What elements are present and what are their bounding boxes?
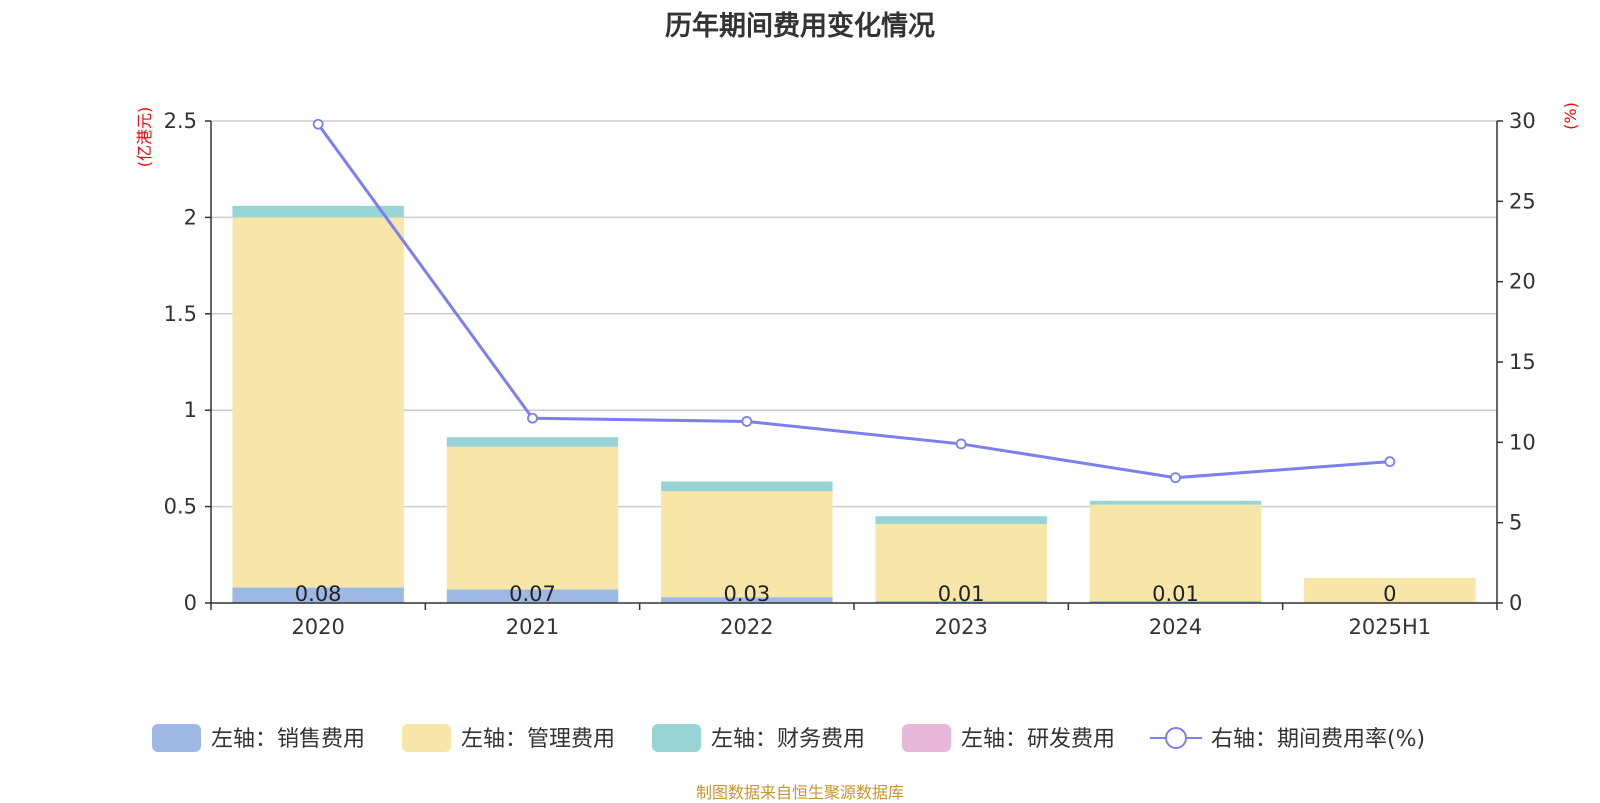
gridlines <box>211 120 1497 508</box>
bar-segment <box>1304 577 1476 603</box>
x-tick-label: 2025H1 <box>1349 615 1432 639</box>
legend: 左轴：销售费用 左轴：管理费用 左轴：财务费用 左轴：研发费用 右轴：期间费用率(%) <box>152 724 1425 752</box>
x-tick-label: 2023 <box>934 615 987 639</box>
x-tick-label: 2021 <box>506 615 559 639</box>
right-tick-label: 25 <box>1509 189 1536 213</box>
legend-label: 左轴：管理费用 <box>461 727 615 752</box>
rate-line-path <box>316 123 1390 480</box>
axes: 0 0.5 1 1.5 2 2.5 0 5 10 15 20 25 30 2020 2021 2022 2023… <box>164 109 1536 639</box>
bar-segment <box>661 481 833 492</box>
right-tick-label: 20 <box>1509 270 1536 294</box>
left-tick-label: 2 <box>184 205 197 229</box>
left-tick-label: 2.5 <box>164 109 197 133</box>
bar-segment <box>661 491 833 598</box>
bar-segment <box>875 523 1047 602</box>
left-tick-label: 0.5 <box>164 495 197 519</box>
right-tick-label: 10 <box>1509 430 1536 454</box>
legend-item: 左轴：财务费用 <box>652 724 865 752</box>
legend-item: 左轴：研发费用 <box>902 724 1115 752</box>
bar-segment <box>875 516 1047 524</box>
data-labels: 0.08 0.07 0.03 0.01 0.01 0 <box>295 582 1397 606</box>
bars <box>232 205 1476 603</box>
x-tick-label: 2024 <box>1149 615 1202 639</box>
rate-point <box>955 438 967 450</box>
bar-segment <box>1089 601 1262 603</box>
bar-segment <box>661 597 833 603</box>
bar-segment <box>446 437 619 447</box>
bar-value-label: 0.01 <box>1152 582 1199 606</box>
right-tick-label: 5 <box>1509 511 1522 535</box>
bar-value-label: 0.08 <box>295 582 342 606</box>
source-note: 制图数据来自恒生聚源数据库 <box>695 783 904 802</box>
right-axis-unit: (%) <box>1561 102 1580 130</box>
bar-value-label: 0.03 <box>723 582 770 606</box>
bar-segment <box>232 587 404 603</box>
bar-value-label: 0.01 <box>938 582 985 606</box>
right-tick-label: 30 <box>1509 109 1536 133</box>
bar-segment <box>1089 500 1262 505</box>
legend-label: 左轴：销售费用 <box>211 727 365 752</box>
x-tick-label: 2022 <box>720 615 773 639</box>
left-tick-label: 1 <box>184 398 197 422</box>
legend-item: 右轴：期间费用率(%) <box>1150 727 1425 752</box>
right-tick-label: 0 <box>1509 591 1522 615</box>
bar-segment <box>232 205 404 218</box>
bar-value-label: 0.07 <box>509 582 556 606</box>
bar-segment <box>446 446 619 590</box>
rate-line <box>312 118 1396 484</box>
left-tick-label: 0 <box>184 591 197 615</box>
x-tick-label: 2020 <box>291 615 344 639</box>
left-axis-unit: (亿港元) <box>135 107 154 168</box>
legend-label: 左轴：研发费用 <box>961 727 1115 752</box>
chart-title: 历年期间费用变化情况 <box>665 11 935 42</box>
legend-label: 右轴：期间费用率(%) <box>1211 727 1425 752</box>
rate-point <box>1384 456 1396 468</box>
legend-item: 左轴：管理费用 <box>402 724 615 752</box>
rate-point <box>312 118 324 130</box>
bar-value-label: 0 <box>1383 582 1396 606</box>
legend-swatch <box>402 724 451 752</box>
legend-swatch <box>902 724 951 752</box>
left-tick-label: 1.5 <box>164 302 197 326</box>
rate-point <box>741 416 753 427</box>
legend-item: 左轴：销售费用 <box>152 724 365 752</box>
legend-label: 左轴：财务费用 <box>711 727 865 752</box>
bar-segment <box>446 589 619 603</box>
bar-segment <box>875 601 1047 603</box>
bar-segment <box>1089 504 1262 602</box>
bar-segment <box>232 217 404 588</box>
rate-point <box>1170 472 1181 484</box>
legend-point-marker <box>1165 727 1187 749</box>
legend-swatch <box>152 724 201 752</box>
rate-point <box>527 412 538 424</box>
right-tick-label: 15 <box>1509 350 1536 374</box>
legend-swatch <box>652 724 701 752</box>
